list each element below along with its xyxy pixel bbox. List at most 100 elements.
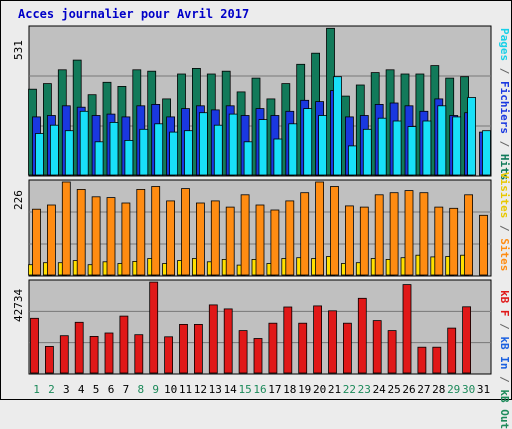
x-tick-label-11: 11 (179, 383, 192, 396)
bar-kb-f-day-8 (134, 334, 144, 374)
bar-kb-f-day-29 (447, 327, 457, 374)
legend-panel2: Visites / Sites (498, 172, 511, 271)
bar-pages-day-25 (392, 120, 402, 176)
x-tick-label-16: 16 (253, 383, 266, 396)
bar-pages-day-4 (79, 110, 89, 176)
x-tick-label-17: 17 (268, 383, 281, 396)
bar-sites-day-31 (479, 214, 488, 276)
bar-sites-day-6 (106, 197, 116, 276)
legend-sep: / (498, 133, 511, 154)
x-tick-label-29: 29 (447, 383, 460, 396)
bar-sites-day-10 (166, 200, 176, 276)
x-tick-label-6: 6 (108, 383, 115, 396)
x-tick-label-12: 12 (194, 383, 207, 396)
legend-kbin: kB In (498, 336, 511, 370)
bar-pages-day-18 (288, 123, 298, 176)
legend-sep: / (498, 218, 511, 239)
x-tick-label-27: 27 (417, 383, 430, 396)
bar-pages-day-15 (243, 141, 253, 176)
bar-pages-day-20 (318, 115, 328, 176)
bar-kb-f-day-30 (462, 306, 472, 374)
x-tick-label-7: 7 (123, 383, 130, 396)
x-tick-label-18: 18 (283, 383, 296, 396)
legend-sites: Sites (498, 238, 511, 272)
bar-kb-f-day-10 (164, 336, 174, 374)
x-tick-label-2: 2 (48, 383, 55, 396)
bar-pages-day-10 (169, 131, 179, 176)
bar-kb-f-day-28 (432, 346, 442, 374)
legend-sep: / (498, 369, 511, 390)
bar-sites-day-12 (195, 202, 205, 276)
bar-pages-day-12 (198, 112, 208, 176)
bar-kb-f-day-6 (104, 332, 114, 374)
legend-files: Fichiers (498, 81, 511, 134)
bar-pages-day-30 (467, 97, 477, 176)
y-max-label-kbf: 42734 (12, 288, 25, 322)
x-tick-label-15: 15 (238, 383, 251, 396)
bar-pages-day-3 (64, 130, 74, 176)
bar-pages-day-26 (407, 126, 417, 176)
x-tick-label-28: 28 (432, 383, 445, 396)
bar-sites-day-14 (225, 206, 235, 276)
bar-kb-f-day-19 (298, 322, 308, 374)
x-tick-label-31: 31 (477, 383, 490, 396)
x-tick-label-3: 3 (63, 383, 70, 396)
bar-sites-day-9 (151, 186, 161, 276)
legend-kbf: kB F (498, 290, 511, 317)
legend-panel1: Pages / Fichiers / Hits (498, 28, 511, 180)
x-tick-label-24: 24 (373, 383, 387, 396)
bar-sites-day-2 (47, 204, 56, 276)
bar-sites-day-29 (449, 207, 459, 276)
bar-sites-day-17 (270, 209, 280, 276)
bar-sites-day-24 (374, 194, 384, 276)
bar-kb-f-day-17 (268, 322, 278, 374)
legend-panel3: kB F / kB In / kB Out (498, 290, 511, 429)
x-tick-label-5: 5 (93, 383, 100, 396)
legend-visits: Visites (498, 172, 511, 219)
bar-sites-day-1 (32, 208, 41, 276)
bar-sites-day-18 (285, 200, 295, 276)
bar-pages-day-9 (154, 123, 164, 176)
x-tick-label-14: 14 (224, 383, 238, 396)
bar-pages-day-1 (35, 133, 44, 176)
chart-svg: 1 2 3 4 5 6 7 8 9 10 11 12 13 14 15 16 17 18 19 20 21 22 23 24 2… (0, 0, 512, 400)
bar-kb-f-day-7 (119, 315, 129, 374)
bar-kb-f-day-1 (30, 317, 39, 374)
bar-sites-day-5 (91, 196, 101, 276)
bar-sites-day-3 (61, 181, 71, 276)
bar-pages-day-17 (273, 138, 283, 176)
bar-pages-day-19 (303, 108, 313, 176)
legend-pages: Pages (498, 28, 511, 62)
legend-kbout: kB Out (498, 389, 511, 429)
bar-sites-day-19 (300, 192, 310, 276)
bar-pages-day-21 (333, 76, 342, 176)
bar-sites-day-16 (255, 204, 265, 276)
y-max-label-visits: 226 (12, 190, 25, 210)
bar-pages-day-28 (437, 105, 447, 176)
bar-kb-f-day-26 (402, 284, 412, 374)
bar-kb-f-day-16 (253, 338, 263, 374)
bar-kb-f-day-24 (372, 320, 382, 374)
bar-pages-day-24 (377, 117, 387, 176)
x-tick-label-20: 20 (313, 383, 326, 396)
bar-kb-f-day-15 (238, 330, 248, 374)
bar-pages-day-22 (347, 145, 357, 176)
bar-pages-day-23 (362, 128, 372, 176)
bar-kb-f-day-13 (208, 304, 218, 374)
bar-kb-f-day-23 (357, 297, 367, 374)
bar-pages-day-8 (139, 128, 149, 176)
bar-kb-f-day-3 (59, 335, 69, 374)
bar-kb-f-day-20 (313, 305, 323, 374)
bar-sites-day-7 (121, 202, 131, 276)
bar-pages-day-27 (422, 120, 432, 176)
bar-pages-day-14 (228, 113, 238, 176)
x-tick-label-25: 25 (387, 383, 400, 396)
x-tick-label-22: 22 (343, 383, 356, 396)
bar-pages-day-6 (109, 122, 119, 176)
bar-kb-f-day-14 (223, 308, 233, 374)
bar-sites-day-15 (240, 194, 250, 276)
x-tick-label-8: 8 (137, 383, 144, 396)
bar-kb-f-day-5 (89, 335, 99, 374)
bar-sites-day-22 (344, 205, 354, 276)
